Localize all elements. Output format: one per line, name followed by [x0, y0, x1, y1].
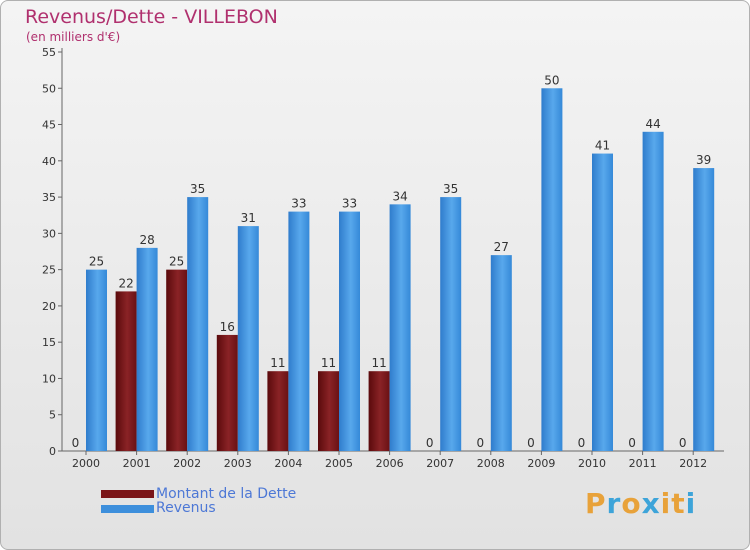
data-label-dette-2010: 0 — [578, 436, 586, 450]
x-tick-label-2003: 2003 — [224, 457, 252, 470]
legend-label-dette: Montant de la Dette — [156, 486, 297, 502]
data-label-revenus-2010: 41 — [595, 139, 610, 153]
y-tick-label-5: 5 — [49, 409, 56, 422]
data-label-revenus-2004: 33 — [291, 197, 306, 211]
y-tick-label-10: 10 — [42, 372, 56, 385]
logo-letter: i — [660, 487, 672, 520]
x-tick-label-2005: 2005 — [325, 457, 353, 470]
y-tick-label-20: 20 — [42, 300, 56, 313]
y-tick-label-45: 45 — [42, 119, 56, 132]
x-tick-label-2012: 2012 — [679, 457, 707, 470]
bar-revenus-2000 — [86, 269, 107, 451]
x-tick-label-2007: 2007 — [426, 457, 454, 470]
y-tick-label-50: 50 — [42, 82, 56, 95]
bar-dette-2006 — [368, 371, 390, 451]
data-label-dette-2001: 22 — [118, 276, 133, 290]
data-label-dette-2005: 11 — [321, 356, 336, 370]
logo-letter: o — [621, 487, 642, 520]
legend-swatch-dette — [101, 490, 154, 498]
data-label-dette-2003: 16 — [220, 320, 235, 334]
bar-revenus-2001 — [136, 247, 158, 451]
bar-revenus-2006 — [389, 204, 411, 451]
data-label-dette-2004: 11 — [270, 356, 285, 370]
legend-label-revenus: Revenus — [156, 500, 216, 516]
data-label-revenus-2003: 31 — [241, 211, 256, 225]
x-tick-label-2009: 2009 — [527, 457, 555, 470]
chart-subtitle: (en milliers d'€) — [26, 30, 121, 44]
data-label-dette-2009: 0 — [527, 436, 535, 450]
logo-letter: r — [606, 487, 622, 520]
bar-dette-2005 — [318, 371, 339, 451]
data-label-dette-2006: 11 — [371, 356, 386, 370]
x-tick-label-2006: 2006 — [376, 457, 404, 470]
data-label-revenus-2011: 44 — [645, 117, 660, 131]
logo-letter: i — [685, 487, 697, 520]
x-tick-label-2000: 2000 — [72, 457, 100, 470]
bar-revenus-2012 — [693, 168, 715, 451]
bar-revenus-2003 — [237, 226, 259, 451]
bar-dette-2003 — [216, 334, 238, 451]
bar-revenus-2011 — [642, 131, 664, 452]
bar-dette-2004 — [267, 371, 289, 451]
data-label-dette-2011: 0 — [628, 436, 636, 450]
data-label-revenus-2006: 34 — [392, 189, 407, 203]
legend-swatch-revenus — [101, 505, 154, 513]
proxiti-logo: Proxiti — [585, 487, 696, 520]
data-label-dette-2002: 25 — [169, 255, 184, 269]
chart-title: Revenus/Dette - VILLEBON — [25, 6, 278, 28]
x-tick-label-2010: 2010 — [578, 457, 606, 470]
y-tick-label-25: 25 — [42, 264, 56, 277]
data-label-revenus-2009: 50 — [544, 73, 559, 87]
bar-revenus-2002 — [187, 197, 209, 451]
logo-letter: P — [585, 487, 607, 520]
data-label-revenus-2002: 35 — [190, 182, 205, 196]
data-label-revenus-2001: 28 — [139, 233, 154, 247]
bar-revenus-2005 — [339, 211, 360, 451]
data-label-dette-2008: 0 — [476, 436, 484, 450]
data-label-revenus-2012: 39 — [696, 153, 711, 167]
x-tick-label-2011: 2011 — [629, 457, 657, 470]
data-label-dette-2000: 0 — [72, 436, 80, 450]
bar-revenus-2009 — [541, 88, 563, 451]
y-tick-label-40: 40 — [42, 155, 56, 168]
x-tick-label-2008: 2008 — [477, 457, 505, 470]
y-tick-label-55: 55 — [42, 46, 56, 59]
x-tick-label-2002: 2002 — [173, 457, 201, 470]
bar-revenus-2004 — [288, 211, 310, 451]
logo-letter: x — [641, 487, 661, 520]
y-tick-label-35: 35 — [42, 191, 56, 204]
bar-revenus-2010 — [592, 153, 613, 451]
data-label-revenus-2000: 25 — [89, 255, 104, 269]
bar-revenus-2008 — [490, 255, 512, 451]
data-label-revenus-2007: 35 — [443, 182, 458, 196]
logo-letter: t — [671, 487, 686, 520]
data-label-revenus-2008: 27 — [494, 240, 509, 254]
x-tick-label-2001: 2001 — [123, 457, 151, 470]
data-label-dette-2007: 0 — [426, 436, 434, 450]
bar-revenus-2007 — [440, 197, 462, 451]
data-label-revenus-2005: 33 — [342, 197, 357, 211]
y-tick-label-0: 0 — [49, 445, 56, 458]
x-tick-label-2004: 2004 — [274, 457, 302, 470]
y-tick-label-15: 15 — [42, 336, 56, 349]
y-tick-label-30: 30 — [42, 227, 56, 240]
bar-dette-2001 — [115, 291, 137, 451]
data-label-dette-2012: 0 — [679, 436, 687, 450]
bar-dette-2002 — [166, 269, 188, 451]
